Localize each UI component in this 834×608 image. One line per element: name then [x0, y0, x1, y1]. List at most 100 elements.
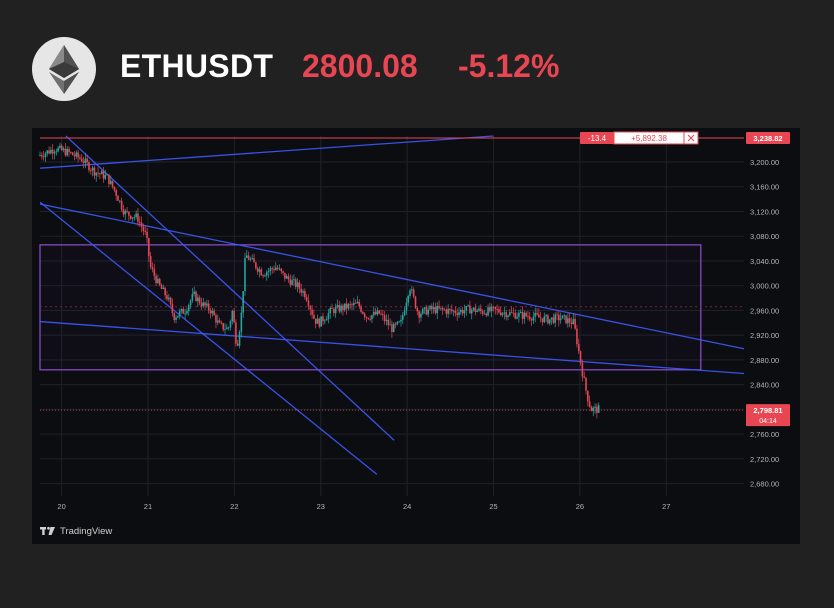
candle-body — [322, 316, 324, 322]
candle-body — [119, 200, 121, 202]
candle-body — [260, 269, 263, 276]
candle-body — [369, 318, 371, 320]
chart-frame[interactable]: 3,200.00 3,160.00 3,120.00 3,080.00 3,040.00… — [32, 128, 800, 544]
candle-body — [512, 312, 515, 314]
candle-body — [100, 171, 103, 175]
candle-body — [275, 267, 277, 271]
candle-body — [278, 268, 281, 270]
candle-body — [581, 363, 584, 377]
candle-body — [539, 317, 542, 319]
candle-body — [536, 312, 538, 315]
price-chart[interactable]: 3,200.00 3,160.00 3,120.00 3,080.00 3,040.00… — [32, 128, 800, 544]
candle-body — [88, 162, 90, 171]
candle-body — [470, 309, 473, 314]
candle-body — [472, 307, 475, 310]
price-label: 2800.08 — [302, 48, 418, 84]
candle-body — [140, 222, 143, 227]
candle-body — [75, 152, 78, 157]
candle-body — [57, 147, 59, 152]
candle-body — [545, 315, 547, 317]
candle-body — [191, 293, 194, 301]
candle-body — [338, 305, 341, 312]
candle-body — [240, 312, 243, 332]
y-tick-label: 2,920.00 — [750, 331, 779, 340]
candle-body — [523, 312, 526, 319]
trendline — [40, 203, 745, 350]
candle-body — [148, 238, 150, 256]
x-tick-label: 24 — [403, 502, 411, 511]
candle-body — [80, 158, 83, 162]
candle-body — [164, 287, 166, 296]
candle-body — [351, 304, 353, 306]
candle-body — [431, 305, 433, 310]
candle-body — [409, 290, 411, 296]
candle-body — [255, 262, 257, 269]
candle-body — [534, 312, 537, 317]
candle-body — [441, 307, 444, 310]
candle-body — [175, 317, 177, 320]
candle-body — [44, 153, 47, 158]
candle-body — [262, 275, 264, 277]
candle-body — [265, 272, 268, 276]
candle-body — [173, 313, 176, 320]
candle-body — [478, 308, 480, 311]
candle-body — [499, 312, 502, 316]
candle-body — [294, 279, 297, 287]
tradingview-logo: TradingView — [40, 524, 112, 538]
candle-body — [331, 308, 333, 309]
candle-body — [398, 321, 400, 323]
candle-body — [458, 312, 460, 316]
y-tick-label: 3,080.00 — [750, 232, 779, 241]
candle-body — [394, 323, 397, 325]
candle-body — [137, 213, 139, 222]
candle-body — [245, 255, 248, 258]
candle-body — [577, 344, 580, 352]
candle-body — [374, 311, 377, 315]
candle-body — [135, 213, 137, 217]
candle-body — [302, 291, 304, 293]
y-tick-label: 3,160.00 — [750, 183, 779, 192]
candle-body — [316, 318, 319, 324]
candle-body — [585, 377, 587, 391]
candle-body — [187, 305, 190, 312]
candle-body — [360, 306, 362, 312]
candle-body — [568, 318, 571, 323]
candle-body — [592, 407, 595, 412]
x-tick-label: 23 — [317, 502, 325, 511]
candle-body — [269, 268, 272, 271]
candle-body — [565, 315, 567, 324]
candle-body — [405, 302, 408, 311]
candle-body — [411, 289, 413, 291]
candle-body — [82, 161, 85, 163]
candle-body — [371, 315, 373, 320]
candle-body — [109, 180, 112, 185]
candle-body — [193, 291, 195, 294]
candle-body — [39, 155, 41, 156]
range-box — [39, 244, 702, 371]
chart-background — [32, 128, 800, 544]
candle-body — [86, 158, 88, 163]
candle-body — [247, 255, 250, 260]
candle-body — [396, 321, 399, 325]
candle-body — [416, 307, 419, 312]
candle-body — [144, 230, 147, 232]
candle-body — [503, 312, 506, 314]
candle-body — [418, 311, 420, 318]
candle-body — [289, 279, 292, 285]
candle-body — [389, 324, 391, 326]
candle-body — [558, 314, 560, 321]
candle-body — [467, 305, 469, 307]
candle-body — [313, 314, 315, 319]
candle-body — [296, 282, 299, 287]
candle-body — [320, 316, 322, 327]
candle-body — [79, 157, 81, 159]
candle-body — [454, 310, 457, 314]
candle-body — [323, 320, 326, 322]
candle-body — [233, 310, 235, 323]
candle-body — [541, 318, 544, 323]
candle-body — [216, 320, 219, 323]
candle-body — [267, 270, 270, 273]
candle-body — [53, 152, 56, 154]
candle-body — [574, 319, 576, 329]
candle-body — [576, 328, 578, 345]
